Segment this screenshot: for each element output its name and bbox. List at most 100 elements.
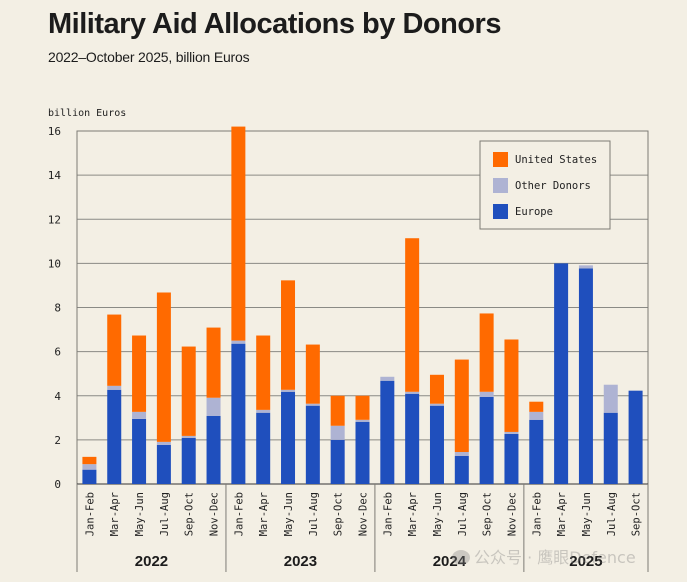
- bar-europe[interactable]: [504, 433, 519, 484]
- bar-other[interactable]: [355, 419, 370, 422]
- chart-title: Military Aid Allocations by Donors: [48, 8, 501, 40]
- bar-stack[interactable]: [405, 238, 420, 484]
- bar-europe[interactable]: [529, 419, 544, 484]
- bar-us[interactable]: [181, 346, 196, 436]
- bar-other[interactable]: [132, 411, 147, 419]
- bar-europe[interactable]: [330, 439, 345, 484]
- bar-stack[interactable]: [256, 335, 271, 484]
- bar-us[interactable]: [529, 401, 544, 412]
- bar-other[interactable]: [256, 409, 271, 413]
- bar-us[interactable]: [454, 359, 469, 453]
- bar-europe[interactable]: [305, 405, 320, 484]
- bar-stack[interactable]: [231, 126, 246, 484]
- bar-stack[interactable]: [107, 314, 122, 484]
- bar-other[interactable]: [107, 385, 122, 390]
- bar-europe[interactable]: [429, 405, 444, 484]
- bar-us[interactable]: [156, 292, 171, 442]
- bar-europe[interactable]: [181, 437, 196, 484]
- bar-stack[interactable]: [554, 263, 569, 484]
- year-label: 2023: [284, 553, 317, 570]
- bar-stack[interactable]: [132, 335, 147, 484]
- bar-stack[interactable]: [529, 401, 544, 484]
- bar-stack[interactable]: [156, 292, 171, 484]
- bar-us[interactable]: [330, 395, 345, 426]
- bar-europe[interactable]: [554, 263, 569, 484]
- bar-europe[interactable]: [628, 390, 643, 484]
- legend-item[interactable]: Europe: [493, 204, 553, 219]
- bar-stack[interactable]: [330, 395, 345, 484]
- bar-us[interactable]: [281, 280, 296, 390]
- bar-other[interactable]: [529, 411, 544, 420]
- bar-stack[interactable]: [454, 359, 469, 484]
- bar-stack[interactable]: [479, 313, 494, 484]
- bar-us[interactable]: [405, 238, 420, 392]
- bar-other[interactable]: [405, 391, 420, 394]
- bar-other[interactable]: [181, 435, 196, 438]
- bar-other[interactable]: [206, 397, 221, 416]
- bar-europe[interactable]: [479, 396, 494, 484]
- bar-stack[interactable]: [628, 390, 643, 484]
- bar-europe[interactable]: [256, 412, 271, 484]
- bar-europe[interactable]: [82, 469, 97, 484]
- bar-other[interactable]: [504, 431, 519, 434]
- bar-europe[interactable]: [107, 389, 122, 484]
- bar-other[interactable]: [479, 391, 494, 397]
- bar-stack[interactable]: [380, 376, 395, 484]
- bar-stack[interactable]: [578, 265, 593, 484]
- bar-us[interactable]: [305, 344, 320, 404]
- bar-stack[interactable]: [82, 456, 97, 484]
- bar-europe[interactable]: [132, 418, 147, 484]
- bar-stack[interactable]: [281, 280, 296, 484]
- x-tick-label: May-Jun: [134, 492, 146, 536]
- bar-europe[interactable]: [231, 343, 246, 484]
- bar-stack[interactable]: [305, 344, 320, 484]
- bar-other[interactable]: [578, 265, 593, 269]
- bar-other[interactable]: [454, 452, 469, 456]
- bar-europe[interactable]: [603, 412, 618, 484]
- bar-other[interactable]: [156, 441, 171, 445]
- bar-stack[interactable]: [429, 374, 444, 484]
- bar-europe[interactable]: [405, 393, 420, 484]
- bar-europe[interactable]: [206, 415, 221, 484]
- bar-europe[interactable]: [380, 380, 395, 484]
- y-tick-label: 10: [48, 257, 61, 270]
- bar-other[interactable]: [281, 389, 296, 392]
- bar-other[interactable]: [330, 425, 345, 440]
- bar-stack[interactable]: [603, 384, 618, 484]
- bar-europe[interactable]: [578, 268, 593, 484]
- x-tick-label: Nov-Dec: [358, 492, 370, 536]
- bar-stack[interactable]: [504, 339, 519, 484]
- bar-us[interactable]: [256, 335, 271, 410]
- bar-us[interactable]: [82, 456, 97, 465]
- bar-stack[interactable]: [206, 327, 221, 484]
- bar-europe[interactable]: [281, 391, 296, 484]
- bar-stack[interactable]: [355, 395, 370, 484]
- bar-stack[interactable]: [181, 346, 196, 484]
- bar-other[interactable]: [603, 384, 618, 413]
- bar-other[interactable]: [305, 403, 320, 406]
- y-axis-label: billion Euros: [48, 108, 126, 119]
- bar-us[interactable]: [429, 374, 444, 404]
- bar-europe[interactable]: [156, 444, 171, 484]
- bar-other[interactable]: [231, 340, 246, 344]
- x-tick-label: Jan-Feb: [233, 492, 245, 536]
- bar-us[interactable]: [504, 339, 519, 432]
- bar-other[interactable]: [82, 464, 97, 470]
- bar-europe[interactable]: [355, 421, 370, 484]
- bar-europe[interactable]: [454, 455, 469, 484]
- bar-us[interactable]: [132, 335, 147, 412]
- bar-us[interactable]: [355, 395, 370, 420]
- bar-us[interactable]: [206, 327, 221, 398]
- bar-other[interactable]: [380, 376, 395, 381]
- x-tick-label: Sep-Oct: [631, 492, 643, 536]
- bar-us[interactable]: [107, 314, 122, 386]
- y-tick-label: 4: [54, 390, 61, 403]
- bar-other[interactable]: [429, 403, 444, 406]
- x-tick-label: Jul-Aug: [308, 492, 320, 536]
- bar-us[interactable]: [231, 126, 246, 341]
- legend-item[interactable]: United States: [493, 152, 597, 167]
- legend-item[interactable]: Other Donors: [493, 178, 591, 193]
- year-label: 2025: [569, 553, 602, 570]
- bar-us[interactable]: [479, 313, 494, 392]
